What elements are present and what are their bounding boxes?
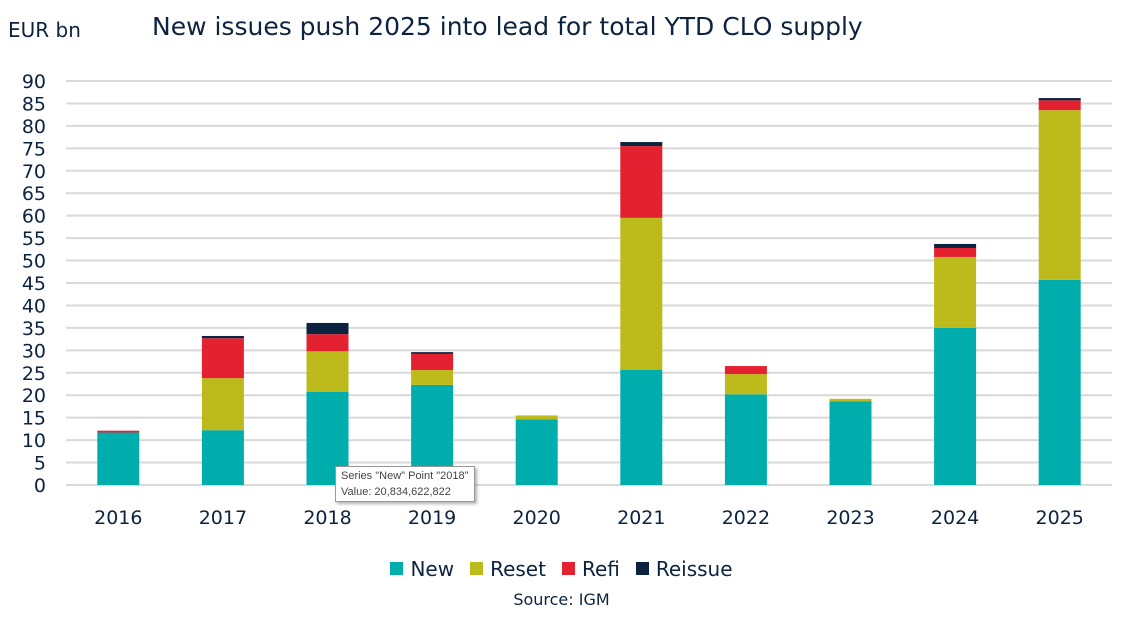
bar-new-2024 xyxy=(934,327,977,485)
legend-item-refi: Refi xyxy=(561,556,620,581)
bar-refi-2019 xyxy=(411,353,454,371)
legend-label: Reissue xyxy=(655,556,733,581)
y-tick-label: 0 xyxy=(34,475,46,497)
legend-swatch xyxy=(561,562,575,575)
bar-reissue-2017 xyxy=(201,335,244,339)
y-tick-label: 45 xyxy=(22,273,46,295)
x-tick-label: 2017 xyxy=(199,507,247,529)
bar-refi-2024 xyxy=(934,247,977,257)
bar-refi-2025 xyxy=(1038,100,1081,111)
y-tick-label: 60 xyxy=(22,206,46,228)
y-tick-label: 20 xyxy=(22,385,46,407)
y-tick-label: 55 xyxy=(22,228,46,250)
y-axis-unit: EUR bn xyxy=(8,18,81,42)
bar-reissue-2019 xyxy=(411,352,454,354)
bar-refi-2016 xyxy=(97,430,140,433)
bar-reset-2022 xyxy=(724,374,767,395)
x-tick-label: 2020 xyxy=(513,507,561,529)
bar-new-2017 xyxy=(201,430,244,485)
y-tick-label: 25 xyxy=(22,363,46,385)
legend-label: New xyxy=(410,556,455,581)
bar-reset-2020 xyxy=(515,415,558,420)
bar-reset-2017 xyxy=(201,378,244,431)
bar-new-2021 xyxy=(620,369,663,485)
x-tick-label: 2022 xyxy=(722,507,770,529)
bar-refi-2021 xyxy=(620,146,663,218)
y-tick-label: 75 xyxy=(22,138,46,160)
bar-refi-2017 xyxy=(201,338,244,379)
bar-reset-2019 xyxy=(411,370,454,385)
bar-reset-2024 xyxy=(934,256,977,328)
y-tick-label: 10 xyxy=(22,430,46,452)
y-tick-label: 50 xyxy=(22,251,46,273)
x-tick-label: 2024 xyxy=(931,507,979,529)
tooltip: Series "New" Point "2018" Value: 20,834,… xyxy=(335,466,475,502)
bar-new-2023 xyxy=(829,401,872,485)
x-tick-label: 2025 xyxy=(1036,507,1084,529)
source-note: Source: IGM xyxy=(0,590,1033,609)
bar-reissue-2018 xyxy=(306,322,349,335)
bar-reissue-2025 xyxy=(1038,98,1081,101)
x-tick-label: 2021 xyxy=(617,507,665,529)
legend-swatch xyxy=(635,562,649,575)
bar-reset-2021 xyxy=(620,217,663,370)
bar-reset-2018 xyxy=(306,351,349,392)
source-text: Source: IGM xyxy=(513,590,610,609)
legend-swatch xyxy=(470,562,484,575)
y-tick-label: 65 xyxy=(22,183,46,205)
y-tick-label: 35 xyxy=(22,318,46,340)
tooltip-value: Value: 20,834,622,822 xyxy=(341,486,451,498)
x-tick-label: 2016 xyxy=(94,507,142,529)
y-tick-label: 90 xyxy=(22,71,46,93)
bar-new-2025 xyxy=(1038,279,1081,485)
bar-reissue-2021 xyxy=(620,142,663,147)
bar-new-2022 xyxy=(724,394,767,485)
x-tick-label: 2019 xyxy=(408,507,456,529)
y-tick-label: 85 xyxy=(22,93,46,115)
y-tick-label: 80 xyxy=(22,116,46,138)
bar-reset-2025 xyxy=(1038,110,1081,280)
bar-refi-2018 xyxy=(306,334,349,352)
bar-reset-2023 xyxy=(829,398,872,402)
bar-new-2020 xyxy=(515,419,558,485)
legend-label: Reset xyxy=(490,556,546,581)
y-tick-label: 70 xyxy=(22,161,46,183)
legend-swatch xyxy=(390,562,404,575)
y-tick-label: 30 xyxy=(22,340,46,362)
legend: New Reset Refi Reissue xyxy=(0,556,1123,581)
bar-reissue-2024 xyxy=(934,243,977,248)
y-tick-label: 5 xyxy=(34,453,46,475)
x-tick-label: 2018 xyxy=(303,507,351,529)
legend-item-reset: Reset xyxy=(470,557,546,581)
legend-item-new: New xyxy=(390,557,454,581)
bar-new-2016 xyxy=(97,432,140,485)
x-tick-label: 2023 xyxy=(826,507,874,529)
y-tick-label: 40 xyxy=(22,295,46,317)
chart-title: New issues push 2025 into lead for total… xyxy=(152,12,863,41)
legend-item-reissue: Reissue xyxy=(635,556,733,581)
legend-label: Refi xyxy=(581,556,620,581)
y-tick-label: 15 xyxy=(22,408,46,430)
tooltip-series: Series "New" Point "2018" xyxy=(341,470,469,482)
bar-refi-2022 xyxy=(724,366,767,375)
